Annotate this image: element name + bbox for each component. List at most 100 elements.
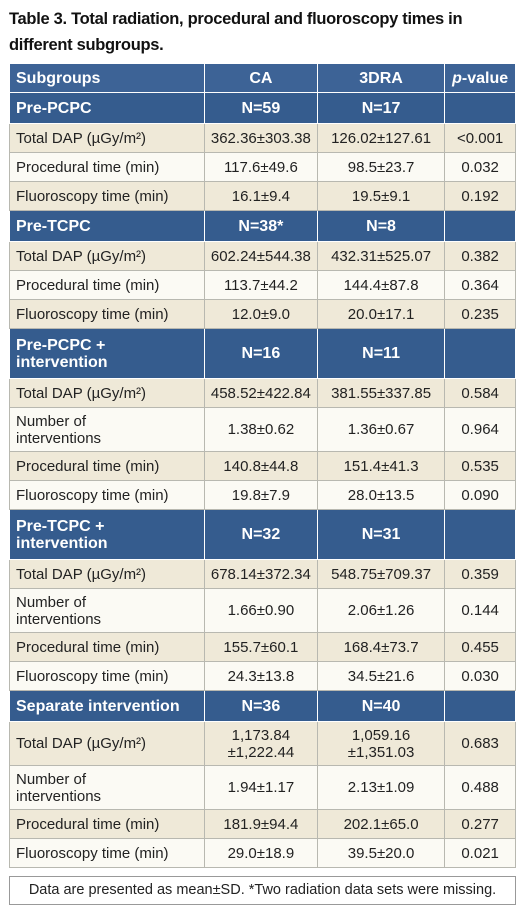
table-cell: Fluoroscopy time (min): [9, 838, 205, 868]
data-row: Procedural time (min) 117.6±49.6 98.5±23.7…: [9, 152, 516, 182]
table-cell: Fluoroscopy time (min): [9, 480, 205, 510]
table-cell: 20.0±17.1: [316, 299, 446, 329]
table-cell: 1,059.16 ±1,351.03: [316, 721, 446, 766]
table-cell: 113.7±44.2: [203, 270, 318, 300]
table-cell: N=31: [316, 509, 446, 560]
table-cell: 117.6±49.6: [203, 152, 318, 182]
table-cell: 0.144: [444, 588, 516, 633]
table-cell: 548.75±709.37: [316, 559, 446, 589]
table-cell: 602.24±544.38: [203, 241, 318, 271]
table-cell: Total DAP (µGy/m²): [9, 241, 205, 271]
table-cell: 0.535: [444, 451, 516, 481]
data-row: Fluoroscopy time (min) 19.8±7.9 28.0±13.5 0…: [9, 480, 516, 510]
table-cell: 28.0±13.5: [316, 480, 446, 510]
table-cell: N=32: [203, 509, 318, 560]
table-cell: 98.5±23.7: [316, 152, 446, 182]
table-cell: Fluoroscopy time (min): [9, 299, 205, 329]
table-cell: 0.235: [444, 299, 516, 329]
table-cell: CA: [203, 63, 318, 93]
data-row: Fluoroscopy time (min) 29.0±18.9 39.5±20.0…: [9, 838, 516, 868]
table-cell: N=38*: [203, 210, 318, 242]
table-cell: 0.021: [444, 838, 516, 868]
table-cell: Fluoroscopy time (min): [9, 661, 205, 691]
table-cell: <0.001: [444, 123, 516, 153]
data-row: Number of interventions 1.38±0.62 1.36±0.6…: [9, 407, 516, 452]
table-cell: Procedural time (min): [9, 451, 205, 481]
table-cell: N=40: [316, 690, 446, 722]
table-cell: Procedural time (min): [9, 632, 205, 662]
table-cell: 0.584: [444, 378, 516, 408]
data-row: Procedural time (min) 155.7±60.1 168.4±73.…: [9, 632, 516, 662]
table-cell: 0.683: [444, 721, 516, 766]
table-cell: Total DAP (µGy/m²): [9, 721, 205, 766]
table-cell: 202.1±65.0: [316, 809, 446, 839]
table-cell: 0.277: [444, 809, 516, 839]
data-row: Procedural time (min) 181.9±94.4 202.1±65.…: [9, 809, 516, 839]
table-cell: 381.55±337.85: [316, 378, 446, 408]
data-table: Subgroups CA 3DRA p-value Pre-PCPC N=59 N=17 To…: [9, 63, 516, 868]
table-cell: Separate intervention: [9, 690, 205, 722]
data-row: Procedural time (min) 140.8±44.8 151.4±41.…: [9, 451, 516, 481]
table-cell: 151.4±41.3: [316, 451, 446, 481]
table-cell: [444, 328, 516, 379]
table-cell: 0.455: [444, 632, 516, 662]
group-row: Pre-TCPC N=38* N=8: [9, 210, 516, 242]
table-cell: 29.0±18.9: [203, 838, 318, 868]
table-cell: 1.38±0.62: [203, 407, 318, 452]
table-cell: Pre-PCPC + intervention: [9, 328, 205, 379]
table-cell: 2.13±1.09: [316, 765, 446, 810]
table-cell: 1.36±0.67: [316, 407, 446, 452]
table-cell: 0.032: [444, 152, 516, 182]
table-cell: Total DAP (µGy/m²): [9, 378, 205, 408]
table-cell: Subgroups: [9, 63, 205, 93]
header-row: Subgroups CA 3DRA p-value: [9, 63, 516, 93]
table-cell: 181.9±94.4: [203, 809, 318, 839]
data-row: Fluoroscopy time (min) 24.3±13.8 34.5±21.6…: [9, 661, 516, 691]
table-cell: Number of interventions: [9, 407, 205, 452]
table-cell: [444, 92, 516, 124]
table-cell: N=36: [203, 690, 318, 722]
table-cell: Number of interventions: [9, 765, 205, 810]
table-cell: [444, 509, 516, 560]
data-row: Total DAP (µGy/m²) 458.52±422.84 381.55±33…: [9, 378, 516, 408]
table-cell: 1.94±1.17: [203, 765, 318, 810]
table-cell: 19.8±7.9: [203, 480, 318, 510]
table-cell: Pre-TCPC: [9, 210, 205, 242]
group-row: Separate intervention N=36 N=40: [9, 690, 516, 722]
table-cell: 0.030: [444, 661, 516, 691]
data-row: Total DAP (µGy/m²) 602.24±544.38 432.31±52…: [9, 241, 516, 271]
table-cell: 0.488: [444, 765, 516, 810]
table-cell: [444, 210, 516, 242]
group-row: Pre-PCPC + intervention N=16 N=11: [9, 328, 516, 379]
data-row: Total DAP (µGy/m²) 1,173.84 ±1,222.44 1,05…: [9, 721, 516, 766]
table-cell: N=8: [316, 210, 446, 242]
table-cell: 458.52±422.84: [203, 378, 318, 408]
table-cell: 155.7±60.1: [203, 632, 318, 662]
table-cell: Number of interventions: [9, 588, 205, 633]
table-cell: Procedural time (min): [9, 809, 205, 839]
table-cell: 0.192: [444, 181, 516, 211]
table-cell: 24.3±13.8: [203, 661, 318, 691]
table-cell: 1,173.84 ±1,222.44: [203, 721, 318, 766]
table-cell: 0.364: [444, 270, 516, 300]
table-cell: 34.5±21.6: [316, 661, 446, 691]
table-cell: N=11: [316, 328, 446, 379]
data-row: Number of interventions 1.94±1.17 2.13±1.0…: [9, 765, 516, 810]
table-cell: 144.4±87.8: [316, 270, 446, 300]
group-row: Pre-TCPC + intervention N=32 N=31: [9, 509, 516, 560]
table-cell: Pre-PCPC: [9, 92, 205, 124]
data-row: Total DAP (µGy/m²) 678.14±372.34 548.75±70…: [9, 559, 516, 589]
table-cell: 2.06±1.26: [316, 588, 446, 633]
table-cell: N=17: [316, 92, 446, 124]
table-cell: 3DRA: [316, 63, 446, 93]
table-cell: N=16: [203, 328, 318, 379]
data-row: Fluoroscopy time (min) 12.0±9.0 20.0±17.1 0…: [9, 299, 516, 329]
table-cell: 0.359: [444, 559, 516, 589]
table-cell: Total DAP (µGy/m²): [9, 559, 205, 589]
table-cell: Fluoroscopy time (min): [9, 181, 205, 211]
group-row: Pre-PCPC N=59 N=17: [9, 92, 516, 124]
table-cell: 362.36±303.38: [203, 123, 318, 153]
table-cell: 140.8±44.8: [203, 451, 318, 481]
table-cell: 0.382: [444, 241, 516, 271]
